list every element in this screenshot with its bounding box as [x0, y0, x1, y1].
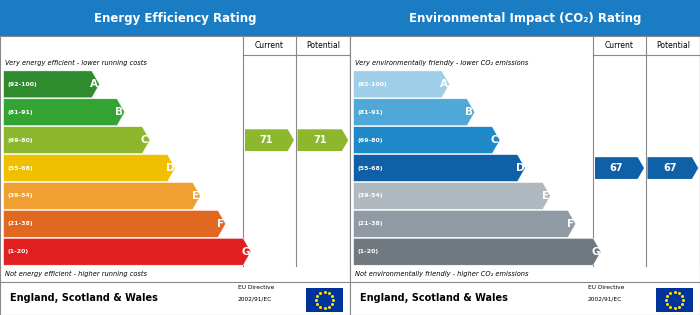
Text: G: G [592, 247, 600, 257]
Bar [307, 288, 343, 312]
Text: D: D [515, 163, 524, 173]
Polygon shape [354, 71, 449, 98]
Polygon shape [354, 238, 601, 265]
Bar [350, 36, 700, 315]
Text: (69-80): (69-80) [358, 138, 383, 143]
Text: G: G [241, 247, 250, 257]
Polygon shape [595, 157, 644, 179]
Text: Current: Current [255, 41, 284, 50]
Bar [0, 36, 350, 315]
Text: 2002/91/EC: 2002/91/EC [588, 296, 622, 301]
Polygon shape [4, 99, 125, 126]
Text: C: C [141, 135, 148, 145]
Text: B: B [116, 107, 123, 117]
Text: 67: 67 [610, 163, 623, 173]
Bar [657, 288, 693, 312]
Polygon shape [4, 210, 225, 237]
Polygon shape [4, 182, 200, 209]
Polygon shape [648, 157, 699, 179]
Text: Current: Current [605, 41, 634, 50]
Text: 67: 67 [663, 163, 676, 173]
Text: Very environmentally friendly - lower CO₂ emissions: Very environmentally friendly - lower CO… [355, 60, 528, 66]
Text: (92-100): (92-100) [358, 82, 388, 87]
Bar [0, 0, 350, 36]
Polygon shape [4, 71, 99, 98]
Text: (21-38): (21-38) [358, 221, 384, 226]
Bar [350, 0, 700, 36]
Text: A: A [440, 79, 448, 89]
Polygon shape [4, 238, 251, 265]
Polygon shape [354, 210, 575, 237]
Polygon shape [4, 155, 175, 181]
Polygon shape [4, 127, 150, 154]
Text: 71: 71 [260, 135, 273, 145]
Text: A: A [90, 79, 98, 89]
Text: Very energy efficient - lower running costs: Very energy efficient - lower running co… [6, 60, 147, 66]
Text: D: D [165, 163, 174, 173]
Text: 2002/91/EC: 2002/91/EC [238, 296, 272, 301]
Text: (69-80): (69-80) [8, 138, 33, 143]
Text: (1-20): (1-20) [8, 249, 29, 254]
Text: Energy Efficiency Rating: Energy Efficiency Rating [94, 12, 256, 25]
Text: (92-100): (92-100) [8, 82, 38, 87]
Text: (81-91): (81-91) [8, 110, 34, 115]
Text: Not energy efficient - higher running costs: Not energy efficient - higher running co… [6, 271, 147, 277]
Text: Potential: Potential [306, 41, 340, 50]
Text: E: E [192, 191, 199, 201]
Text: E: E [542, 191, 549, 201]
Text: (21-38): (21-38) [8, 221, 34, 226]
Polygon shape [298, 129, 349, 151]
Text: England, Scotland & Wales: England, Scotland & Wales [10, 294, 158, 303]
Text: (81-91): (81-91) [358, 110, 384, 115]
Text: EU Directive: EU Directive [588, 285, 624, 290]
Polygon shape [354, 155, 525, 181]
Text: B: B [466, 107, 473, 117]
Text: (55-68): (55-68) [8, 166, 34, 170]
Text: EU Directive: EU Directive [238, 285, 274, 290]
Text: (55-68): (55-68) [358, 166, 384, 170]
Text: Environmental Impact (CO₂) Rating: Environmental Impact (CO₂) Rating [409, 12, 641, 25]
Text: (39-54): (39-54) [358, 193, 384, 198]
Polygon shape [354, 127, 500, 154]
Text: Not environmentally friendly - higher CO₂ emissions: Not environmentally friendly - higher CO… [355, 271, 528, 277]
Polygon shape [245, 129, 294, 151]
Text: C: C [491, 135, 498, 145]
Text: F: F [217, 219, 224, 229]
Text: F: F [567, 219, 574, 229]
Text: 71: 71 [313, 135, 326, 145]
Text: (1-20): (1-20) [358, 249, 379, 254]
Text: Potential: Potential [656, 41, 690, 50]
Polygon shape [354, 99, 475, 126]
Text: England, Scotland & Wales: England, Scotland & Wales [360, 294, 508, 303]
Text: (39-54): (39-54) [8, 193, 34, 198]
Polygon shape [354, 182, 550, 209]
